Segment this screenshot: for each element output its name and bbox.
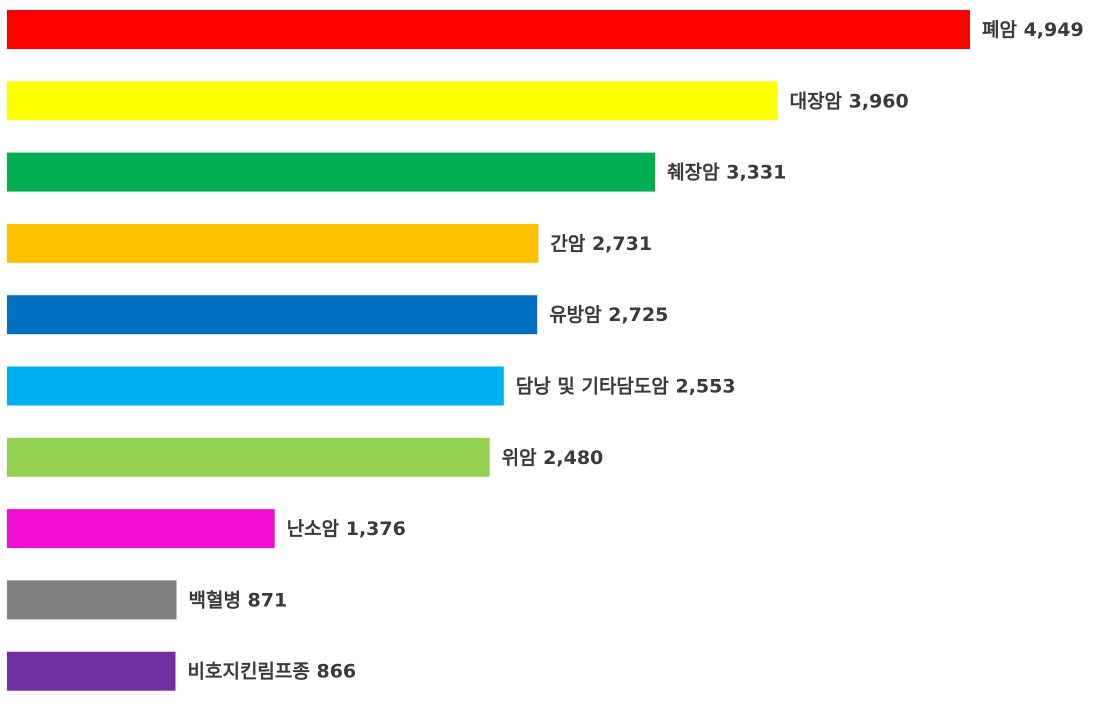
bar-4 [7, 295, 538, 335]
bar-8 [7, 580, 177, 620]
bar-2 [7, 152, 656, 192]
bar-5 [7, 366, 504, 406]
bar-label-6: 위암 2,480 [502, 447, 604, 469]
bar-label-5: 담낭 및 기타담도암 2,553 [516, 376, 736, 398]
bars-group [7, 10, 970, 691]
bar-label-7: 난소암 1,376 [287, 518, 406, 540]
bar-6 [7, 437, 490, 477]
bar-label-4: 유방암 2,725 [549, 304, 668, 326]
bar-0 [7, 10, 970, 49]
bar-label-2: 췌장암 3,331 [667, 162, 786, 184]
bar-label-9: 비호지킨림프종 866 [188, 661, 357, 683]
labels-group: 폐암 4,949 대장암 3,960 췌장암 3,331 간암 2,731 유방암 2,… [188, 19, 1084, 683]
bar-label-3: 간암 2,731 [550, 233, 652, 255]
bar-label-1: 대장암 3,960 [790, 90, 909, 112]
bar-label-0: 폐암 4,949 [982, 19, 1084, 41]
bar-3 [7, 223, 539, 263]
bar-7 [7, 509, 275, 549]
bar-label-8: 백혈병 871 [189, 588, 288, 611]
bar-9 [7, 651, 176, 691]
bar-1 [7, 81, 778, 121]
